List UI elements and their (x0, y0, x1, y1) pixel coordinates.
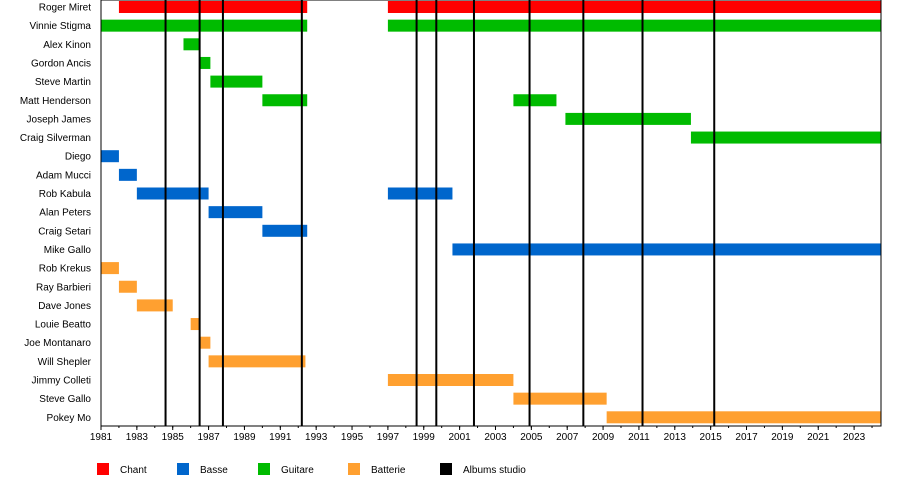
member-name-label: Ray Barbieri (36, 282, 91, 293)
member-bar (387, 187, 453, 200)
member-bar (565, 112, 691, 125)
member-bar (210, 75, 263, 88)
member-name-label: Craig Setari (38, 226, 91, 237)
member-name-label: Alan Peters (39, 208, 91, 219)
x-tick-label: 1989 (233, 432, 256, 443)
member-bar (118, 1, 308, 13)
x-tick-label: 2007 (556, 432, 579, 443)
x-axis: 1981 1983 1985 1987 1989 1991 1993 1995 1997 1999… (90, 0, 882, 443)
x-tick-label: 1999 (413, 432, 436, 443)
legend-swatch (440, 463, 452, 475)
member-name-label: Pokey Mo (47, 413, 92, 424)
x-tick-label: 1995 (341, 432, 364, 443)
member-name-label: Alex Kinon (43, 40, 91, 51)
member-name-label: Vinnie Stigma (29, 21, 91, 32)
legend-label: Batterie (371, 465, 406, 476)
member-name-label: Louie Beatto (35, 320, 92, 331)
album-lines (164, 0, 716, 426)
member-bar (208, 355, 306, 368)
member-name-label: Diego (65, 152, 92, 163)
legend: Chant Basse Guitare Batterie Albums studio (97, 463, 526, 476)
member-name-label: Dave Jones (38, 301, 91, 312)
member-bar (387, 1, 881, 13)
member-name-label: Jimmy Colleti (32, 376, 91, 387)
x-tick-label: 1993 (305, 432, 328, 443)
x-tick-label: 2021 (807, 432, 830, 443)
member-name-label: Craig Silverman (20, 133, 91, 144)
member-bar (690, 131, 881, 144)
member-bar (136, 187, 209, 200)
x-tick-label: 1987 (197, 432, 220, 443)
x-tick-label: 2011 (628, 432, 650, 443)
member-bar (262, 94, 308, 107)
member-name-label: Steve Martin (35, 77, 91, 88)
member-name-label: Rob Kabula (39, 189, 92, 200)
legend-swatch (177, 463, 189, 475)
member-bar (101, 19, 308, 32)
member-name-label: Will Shepler (38, 357, 92, 368)
x-tick-label: 1991 (269, 432, 292, 443)
legend-label: Guitare (281, 465, 314, 476)
x-tick-label: 2017 (735, 432, 758, 443)
member-name-label: Mike Gallo (44, 245, 92, 256)
member-bars (101, 1, 881, 424)
member-name-label: Rob Krekus (39, 264, 91, 275)
member-bar (262, 224, 308, 237)
member-name-label: Steve Gallo (39, 394, 91, 405)
x-tick-label: 1981 (90, 432, 113, 443)
member-bar (199, 56, 211, 69)
legend-label: Basse (200, 465, 228, 476)
member-bar (118, 280, 137, 293)
member-bar (513, 392, 607, 405)
x-tick-label: 2019 (771, 432, 794, 443)
member-bar (387, 374, 514, 386)
member-name-label: Adam Mucci (36, 170, 91, 181)
member-name-label: Roger Miret (39, 3, 91, 14)
member-bar (118, 168, 137, 181)
member-name-label: Gordon Ancis (31, 58, 91, 69)
member-bar (513, 94, 557, 107)
x-tick-label: 2005 (520, 432, 543, 443)
legend-swatch (97, 463, 109, 475)
member-bar (208, 206, 263, 219)
legend-swatch (348, 463, 360, 475)
x-tick-label: 2013 (664, 432, 687, 443)
member-bar (101, 150, 119, 163)
x-tick-label: 1983 (126, 432, 149, 443)
member-bar (136, 299, 173, 312)
legend-label: Albums studio (463, 465, 526, 476)
x-tick-label: 2009 (592, 432, 615, 443)
plot-frame (100, 0, 882, 427)
member-bar (183, 38, 200, 51)
legend-swatch (258, 463, 270, 475)
legend-label: Chant (120, 465, 147, 476)
member-name-label: Joseph James (27, 114, 91, 125)
member-bar (387, 19, 881, 32)
member-name-label: Matt Henderson (20, 96, 91, 107)
member-name-label: Joe Montanaro (24, 338, 91, 349)
member-bar (190, 318, 200, 331)
x-tick-label: 2001 (448, 432, 471, 443)
member-bar (606, 411, 881, 424)
x-tick-label: 1985 (162, 432, 185, 443)
x-tick-label: 1997 (377, 432, 400, 443)
x-tick-label: 2015 (700, 432, 723, 443)
member-labels: Roger Miret Vinnie Stigma Alex Kinon Gordon… (20, 3, 92, 424)
x-tick-label: 2023 (843, 432, 866, 443)
member-bar (452, 243, 881, 256)
member-bar (101, 262, 119, 275)
x-tick-label: 2003 (484, 432, 507, 443)
member-bar (199, 336, 211, 349)
